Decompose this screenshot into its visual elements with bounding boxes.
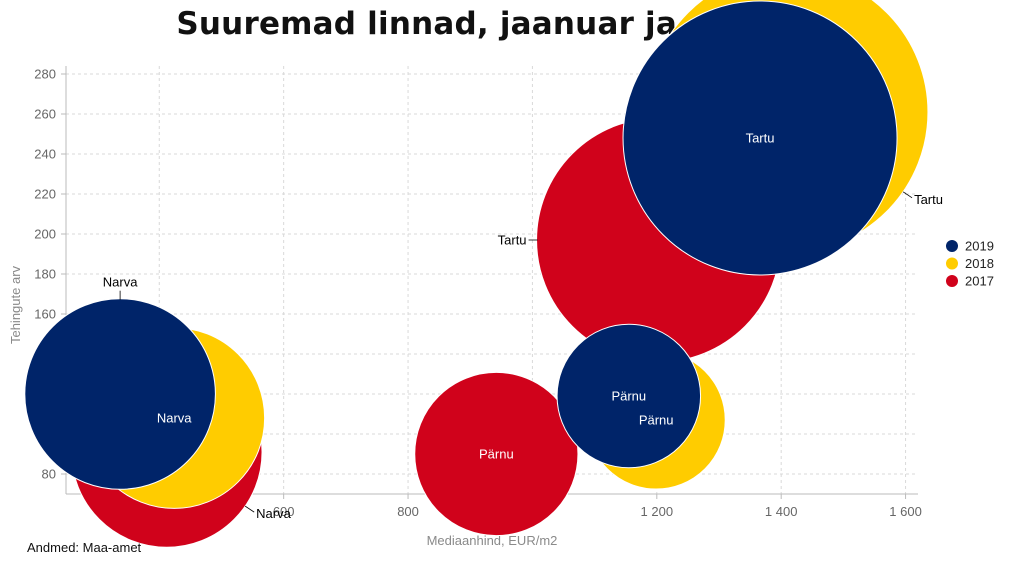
y-tick-label: 220 [34, 187, 56, 202]
y-tick-label: 80 [42, 467, 56, 482]
y-tick-label: 240 [34, 147, 56, 162]
x-tick-label: 800 [397, 504, 419, 519]
y-tick-label: 280 [34, 67, 56, 82]
y-tick-label: 260 [34, 107, 56, 122]
legend-label-2017: 2017 [965, 274, 994, 289]
legend-label-2018: 2018 [965, 256, 994, 271]
x-tick-label: 1 200 [641, 504, 674, 519]
label-narva-2019: Narva [103, 275, 138, 290]
legend-label-2019: 2019 [965, 239, 994, 254]
x-tick-label: 600 [273, 504, 295, 519]
label-parnu-2018: Pärnu [639, 413, 674, 428]
label-narva-2017-connector [244, 505, 255, 513]
bubble-tartu-2019 [622, 0, 898, 276]
x-axis-title: Mediaanhind, EUR/m2 [427, 533, 558, 548]
label-parnu-2017: Pärnu [479, 447, 514, 462]
data-labels: Narva Pärnu Tartu Narva Pärnu Tartu Narva Pärnu… [103, 131, 943, 522]
legend-marker-2017 [946, 275, 958, 287]
source-note: Andmed: Maa-amet [27, 540, 142, 555]
y-tick-label: 180 [34, 267, 56, 282]
y-axis-title: Tehingute arv [8, 265, 23, 344]
label-parnu-2019: Pärnu [611, 389, 646, 404]
bubble-parnu-2019 [556, 323, 702, 469]
x-tick-label: 1 400 [765, 504, 798, 519]
legend-marker-2019 [946, 240, 958, 252]
y-tick-label: 160 [34, 307, 56, 322]
bubble-parnu-2017 [414, 371, 579, 537]
y-tick-label: 200 [34, 227, 56, 242]
bubble-narva-2019 [24, 298, 216, 490]
legend-marker-2018 [946, 257, 958, 270]
bubbles [24, 0, 929, 548]
x-tick-label: 1 600 [889, 504, 922, 519]
label-tartu-2018-connector [902, 191, 913, 199]
label-narva-2018: Narva [157, 411, 192, 426]
legend: 2019 2018 2017 [946, 239, 994, 289]
label-narva-2017: Narva [256, 506, 291, 521]
label-tartu-2017: Tartu [498, 233, 527, 248]
label-tartu-2018: Tartu [914, 192, 943, 207]
label-tartu-2019: Tartu [746, 131, 775, 146]
